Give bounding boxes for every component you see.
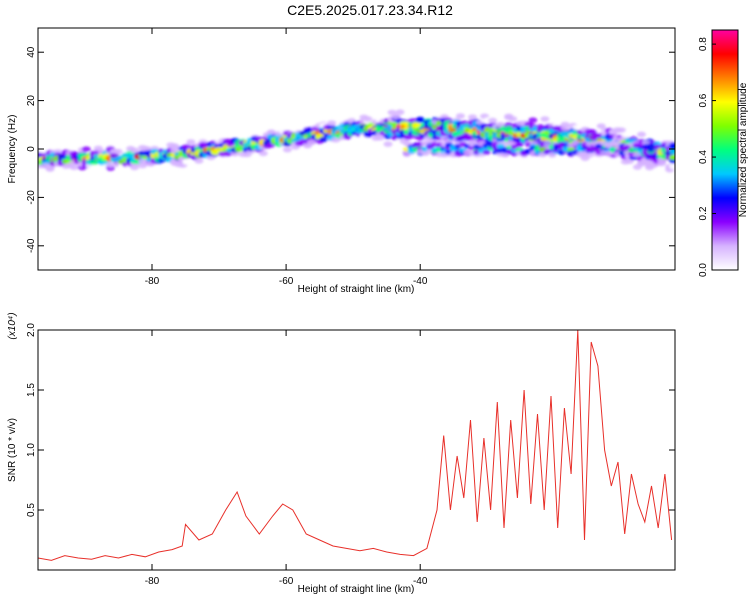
- heat-cell: [585, 152, 594, 158]
- heat-cell: [363, 116, 373, 122]
- colorbar-label: Normalized spectral amplitude: [738, 82, 749, 217]
- heat-cell: [669, 142, 675, 148]
- heat-cell: [508, 116, 518, 122]
- heat-cell: [515, 141, 524, 147]
- snr-x-ticks: -80 -60 -40: [145, 330, 428, 587]
- x-tick-label: -40: [413, 576, 428, 587]
- heat-cell: [468, 114, 478, 120]
- spectrogram-y-label: Frequency (Hz): [7, 115, 18, 184]
- colorbar-tick-label: 0.6: [698, 93, 709, 107]
- x-tick-label: -60: [279, 576, 294, 587]
- snr-y-label: SNR (10 * v/v): [7, 418, 18, 482]
- colorbar-tick-label: 0.8: [698, 37, 709, 51]
- snr-y-ticks: 0.5 1.0 1.5 2.0: [26, 323, 675, 517]
- chart-title: C2E5.2025.017.23.34.R12: [287, 2, 453, 18]
- snr-panel: -80 -60 -40 0.5 1.0 1.5 2.0 Height of straigh…: [7, 312, 676, 595]
- heat-cell: [170, 143, 180, 149]
- heat-cell: [258, 150, 268, 157]
- heat-cell: [588, 129, 598, 135]
- snr-series-line: [38, 330, 673, 561]
- heat-cell: [616, 127, 626, 133]
- heat-cell: [560, 121, 570, 128]
- heat-cell: [383, 141, 393, 147]
- y-tick-label: 2.0: [26, 323, 37, 337]
- colorbar-tick-label: 0.2: [698, 206, 709, 220]
- heat-cell: [669, 149, 675, 155]
- y-tick-label: 0: [26, 146, 37, 152]
- y-tick-label: 20: [26, 95, 37, 107]
- y-tick-label: 40: [26, 46, 37, 58]
- heat-cell: [182, 158, 192, 165]
- heat-cell: [572, 124, 582, 131]
- y-tick-label: 1.5: [26, 383, 37, 397]
- heat-cell: [194, 158, 204, 164]
- y-tick-label: -20: [26, 190, 37, 205]
- heat-cell: [482, 149, 491, 155]
- heat-cell: [130, 147, 140, 154]
- heat-cell: [455, 113, 465, 119]
- heat-cell: [375, 134, 385, 141]
- heat-cell: [496, 143, 505, 149]
- x-tick-label: -80: [145, 276, 160, 287]
- spectrogram-x-ticks: -80 -60 -40: [145, 28, 428, 287]
- heat-cell: [636, 131, 646, 138]
- heat-cell: [38, 147, 47, 154]
- heat-cell: [528, 117, 538, 123]
- heat-cell: [632, 151, 641, 158]
- y-tick-label: -40: [26, 238, 37, 253]
- heat-cell: [488, 117, 498, 124]
- snr-y-scale-note: (x10⁴): [7, 312, 18, 339]
- heat-cell: [596, 123, 606, 129]
- colorbar-tick-label: 0.0: [698, 263, 709, 277]
- x-tick-label: -60: [279, 276, 294, 287]
- colorbar-gradient: [711, 29, 739, 271]
- heat-cell: [403, 111, 413, 118]
- heat-cell: [415, 116, 425, 123]
- x-tick-label: -40: [413, 276, 428, 287]
- heat-cell: [38, 152, 47, 158]
- heat-cell: [669, 154, 675, 161]
- heat-cell: [69, 164, 79, 171]
- y-tick-label: 0.5: [26, 503, 37, 517]
- snr-x-label: Height of straight line (km): [298, 584, 415, 595]
- y-tick-label: 1.0: [26, 443, 37, 457]
- spectrogram-y-ticks: 40 20 0 -20 -40: [26, 46, 675, 253]
- heat-cell: [669, 163, 675, 170]
- heat-cell: [89, 159, 99, 166]
- spectrogram-x-label: Height of straight line (km): [298, 284, 415, 295]
- colorbar: 0.0 0.2 0.4 0.6 0.8 Normalized spectral ampl…: [698, 29, 749, 277]
- heat-cell: [327, 120, 337, 126]
- heat-cell: [266, 129, 276, 136]
- heat-cell: [81, 146, 91, 152]
- heat-cell: [395, 109, 405, 116]
- heat-cell: [646, 146, 655, 152]
- spectrogram-panel: -80 -60 -40 40 20 0 -20 -40 Height of straight…: [7, 27, 676, 295]
- heat-cell: [391, 114, 401, 120]
- heat-cell: [620, 132, 630, 138]
- heat-cell: [540, 116, 550, 122]
- heat-cell: [130, 164, 140, 171]
- heat-cell: [186, 139, 196, 145]
- heat-cell: [105, 161, 115, 168]
- heat-cell: [113, 148, 123, 155]
- heat-cell: [307, 139, 317, 146]
- snr-frame: [37, 329, 676, 571]
- heat-cell: [282, 146, 292, 153]
- x-tick-label: -80: [145, 576, 160, 587]
- heat-cell: [387, 109, 397, 116]
- spectrogram-heatmap: [38, 109, 675, 173]
- colorbar-tick-label: 0.4: [698, 150, 709, 164]
- colorbar-ticks: 0.0 0.2 0.4 0.6 0.8: [698, 37, 716, 277]
